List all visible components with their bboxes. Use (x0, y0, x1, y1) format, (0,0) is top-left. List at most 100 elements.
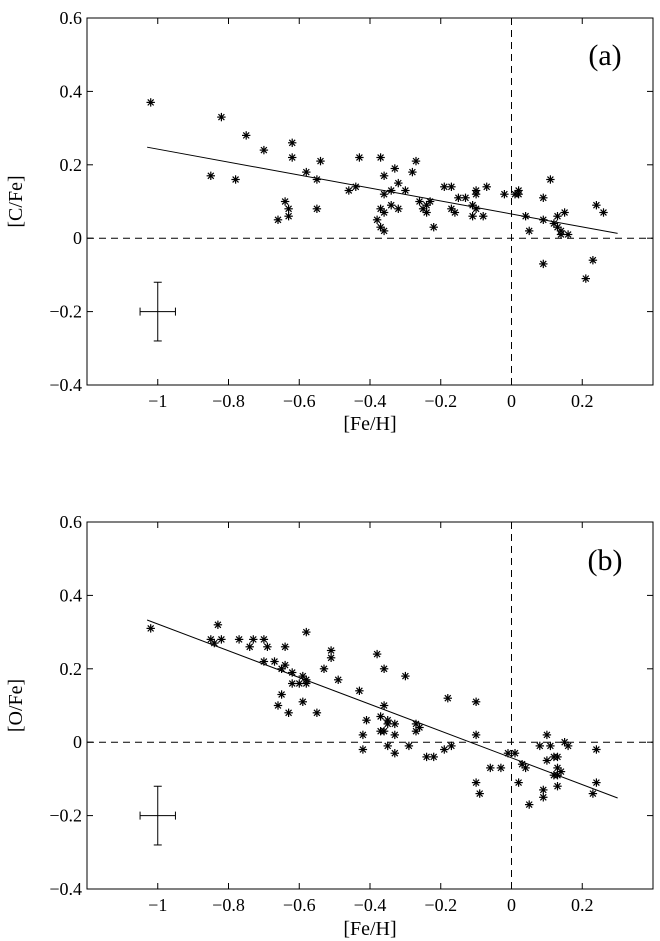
data-point (302, 679, 311, 688)
y-tick-label: 0.6 (60, 512, 83, 532)
x-tick-label: −0.4 (354, 895, 387, 915)
data-point (556, 230, 566, 239)
panel-a: −1 −0.8 −0.6 −0.4 −0.2 0 0.2 −0.4 −0.2 0 0.2 0.4 0.6… (5, 8, 654, 435)
panel-b: −1 −0.8 −0.6 −0.4 −0.2 0 0.2 −0.4 −0.2 0 0.2 0.4 0.6… (5, 512, 654, 940)
data-point (259, 657, 269, 666)
data-point (560, 208, 569, 217)
x-tick-label: −0.8 (212, 895, 245, 915)
data-point (146, 624, 155, 633)
data-point (525, 800, 534, 809)
data-point (443, 694, 452, 703)
data-point (542, 730, 552, 740)
data-point (422, 752, 431, 762)
y-tick-label: −0.4 (49, 879, 82, 899)
data-point (521, 763, 530, 773)
data-point (217, 635, 226, 644)
data-point (312, 175, 322, 184)
y-tick-label: 0.4 (60, 585, 83, 605)
data-point (560, 738, 569, 747)
data-point (440, 745, 449, 754)
data-point (344, 186, 353, 195)
panel-label: (a) (588, 39, 621, 72)
data-point (390, 749, 399, 758)
data-point (514, 778, 523, 787)
data-point (514, 189, 523, 199)
data-point (210, 638, 219, 648)
y-tick-label: 0.4 (60, 81, 83, 101)
data-point (241, 131, 251, 140)
data-point (588, 789, 598, 798)
data-point (471, 204, 481, 214)
data-point (326, 646, 336, 655)
data-point (517, 760, 527, 769)
data-point (588, 256, 598, 265)
data-point (231, 175, 240, 184)
data-point (592, 778, 601, 787)
data-point (479, 211, 488, 221)
data-point (394, 204, 403, 214)
data-point (372, 215, 382, 225)
data-point (259, 635, 269, 644)
x-tick-label: 0 (507, 895, 516, 915)
data-point (482, 182, 491, 192)
data-point (415, 723, 424, 732)
data-point (372, 649, 382, 659)
x-tick-label: −0.2 (424, 391, 457, 411)
data-point (351, 182, 360, 192)
data-point (277, 664, 286, 673)
data-point (383, 716, 392, 725)
data-point (288, 679, 297, 688)
data-point (471, 778, 481, 787)
panel-label: (b) (588, 544, 623, 577)
y-tick-label: −0.4 (49, 375, 82, 395)
data-point (146, 98, 155, 107)
data-point (355, 153, 364, 162)
x-tick-label: 0 (507, 391, 516, 411)
data-point (334, 675, 343, 684)
error-bar (139, 281, 176, 342)
y-tick-label: −0.2 (49, 302, 82, 322)
data-point (475, 789, 484, 798)
data-point (355, 686, 364, 695)
x-tick-label: −0.6 (283, 391, 316, 411)
data-point (379, 189, 389, 199)
data-point (259, 145, 269, 155)
data-point (404, 741, 414, 751)
data-point (376, 712, 385, 721)
data-point (539, 785, 548, 795)
data-point (563, 230, 573, 239)
data-point (379, 208, 389, 217)
data-point (319, 664, 329, 673)
data-point (358, 745, 368, 754)
fit-line (146, 619, 618, 799)
data-point (312, 204, 322, 214)
data-point (496, 763, 506, 773)
x-tick-label: −1 (148, 391, 167, 411)
data-point (376, 153, 385, 162)
data-point (521, 211, 530, 221)
data-point (206, 635, 216, 644)
data-point (390, 719, 399, 729)
data-point (273, 215, 283, 225)
data-point (401, 186, 410, 195)
data-point (249, 635, 258, 644)
data-point (280, 642, 290, 651)
data-point (429, 222, 438, 232)
data-point (383, 741, 392, 751)
data-point (284, 204, 293, 214)
data-point (277, 690, 286, 699)
y-tick-label: 0 (73, 732, 82, 752)
data-point (542, 756, 552, 765)
data-point (422, 200, 431, 210)
data-point (316, 156, 325, 166)
data-point (379, 701, 389, 710)
data-point (471, 730, 481, 740)
data-point (379, 727, 389, 736)
data-point (553, 211, 562, 221)
data-point (362, 716, 371, 725)
data-point (387, 200, 396, 210)
data-point (288, 153, 297, 162)
x-tick-label: 0.2 (571, 391, 594, 411)
data-point (447, 741, 456, 751)
